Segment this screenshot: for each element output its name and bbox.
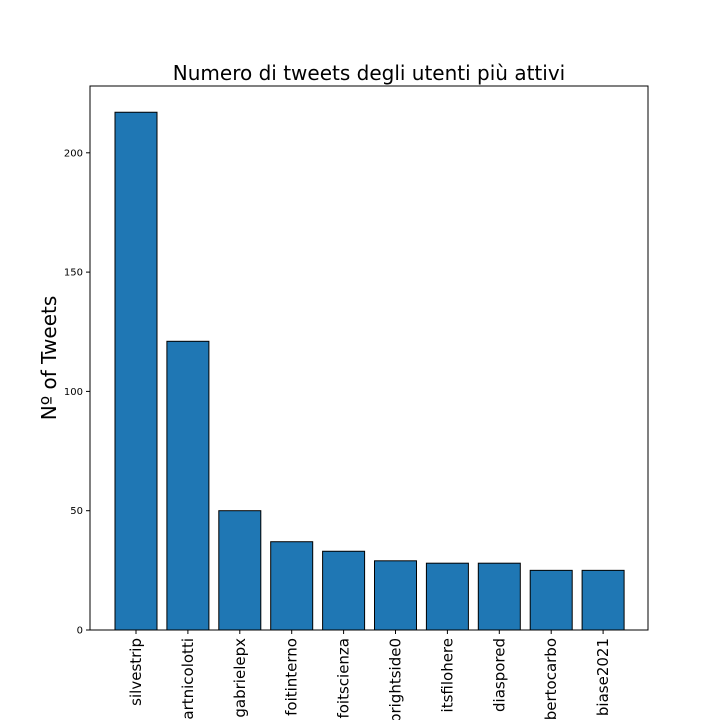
y-axis-ticks: 0 50 100 150 200 [64,148,90,637]
x-tick-label: foitinterno [283,638,301,716]
x-tick-label: biase2021 [594,638,612,716]
bar-brightside0 [374,560,417,631]
x-tick-label: artnicolotti [179,638,197,720]
y-tick-label: 50 [70,506,83,517]
x-tick-label: gabrielepx [231,638,249,718]
x-tick-label: silvestrip [127,638,145,706]
x-axis-ticks: silvestrip artnicolotti gabrielepx foitinte… [127,630,612,720]
x-tick-label: bertocarbo [542,638,560,720]
y-axis-label: Nº of Tweets [37,296,61,421]
y-tick-label: 0 [77,626,83,637]
bar-biase2021 [581,569,625,631]
bars-group [114,111,625,631]
bar-gabrielepx [218,510,262,631]
y-tick-label: 150 [64,268,83,279]
x-tick-label: itsfilohere [438,638,456,712]
bar-silvestrip [114,111,158,631]
bar-bertocarbo [529,569,573,631]
bar-foitscienza [322,550,366,631]
x-tick-label: diaspored [490,638,508,712]
plot-frame [89,85,649,631]
y-tick-label: 200 [64,148,83,159]
y-tick-label: 100 [64,387,83,398]
chart-title: Numero di tweets degli utenti più attivi [173,61,565,85]
bar-artnicolotti [166,340,210,631]
x-tick-label: foitscienza [335,638,353,719]
bar-itsfilohere [425,562,469,631]
bar-diaspored [477,562,521,631]
x-tick-label: brightside0 [387,638,405,720]
bar-foitinterno [270,541,314,631]
